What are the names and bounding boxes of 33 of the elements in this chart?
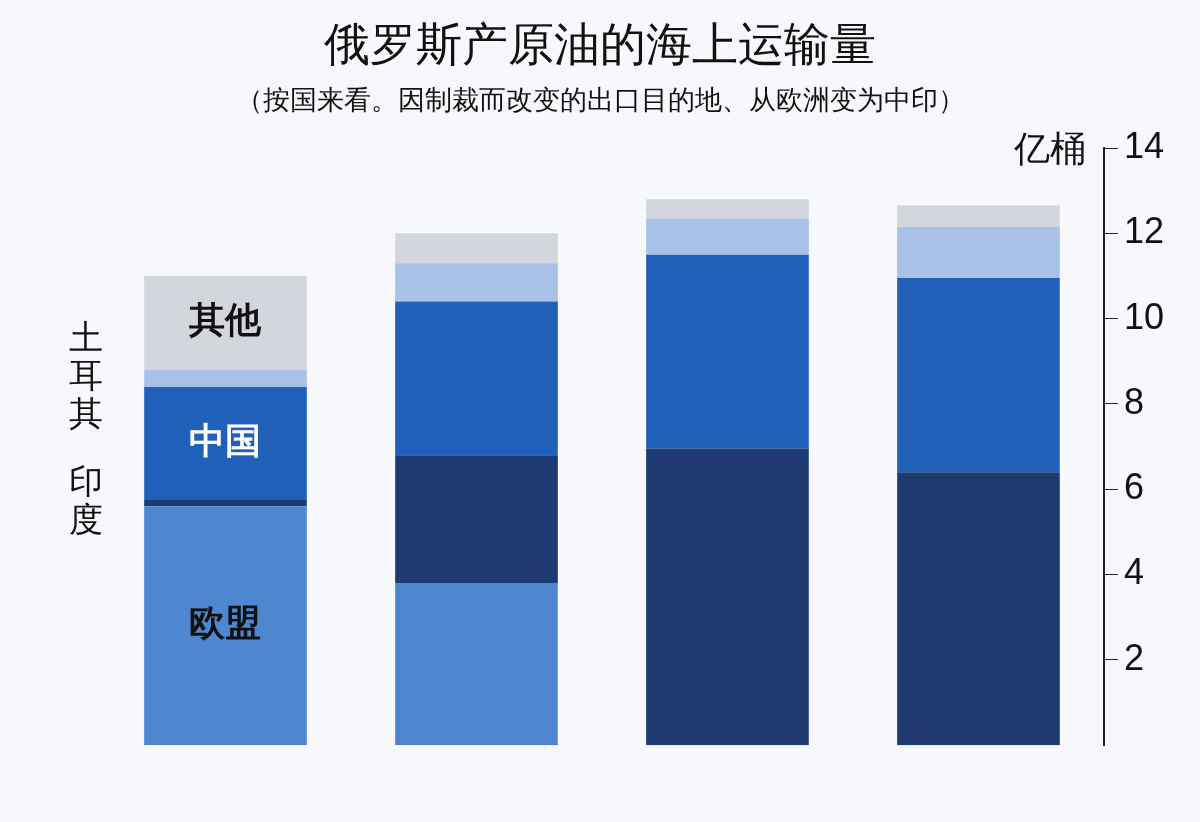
y-tick-label: 4	[1123, 551, 1144, 593]
series-label: 中国	[189, 419, 262, 461]
bar	[144, 275, 307, 370]
bar	[646, 254, 809, 449]
bar	[144, 506, 307, 746]
y-tick-label: 12	[1123, 210, 1164, 252]
bar	[897, 205, 1060, 227]
bar	[144, 386, 307, 500]
bar	[897, 472, 1060, 746]
y-tick-label: 10	[1123, 295, 1164, 337]
y-tick-label: 2	[1123, 636, 1144, 678]
bar	[646, 448, 809, 746]
bar	[897, 226, 1060, 279]
bar	[646, 199, 809, 219]
bar	[646, 218, 809, 255]
bar	[395, 301, 558, 456]
series-label: 欧盟	[189, 602, 262, 644]
bar	[395, 263, 558, 302]
bar	[395, 583, 558, 746]
y-tick-label: 6	[1123, 466, 1144, 508]
y-axis-title: 亿桶	[1012, 128, 1086, 170]
y-tick-label: 8	[1123, 380, 1144, 422]
series-label: 其他	[188, 299, 263, 341]
series-label: 土耳其	[69, 317, 104, 434]
bar	[144, 369, 307, 387]
y-tick-label: 14	[1123, 124, 1164, 166]
bar	[144, 499, 307, 507]
chart-subtitle: （按国来看。因制裁而改变的出口目的地、从欧洲变为中印）	[234, 83, 966, 117]
bar	[395, 233, 558, 264]
bar	[395, 455, 558, 584]
series-label: 印度	[69, 460, 104, 539]
bar	[897, 278, 1060, 473]
chart-title: 俄罗斯产原油的海上运输量	[323, 16, 877, 73]
